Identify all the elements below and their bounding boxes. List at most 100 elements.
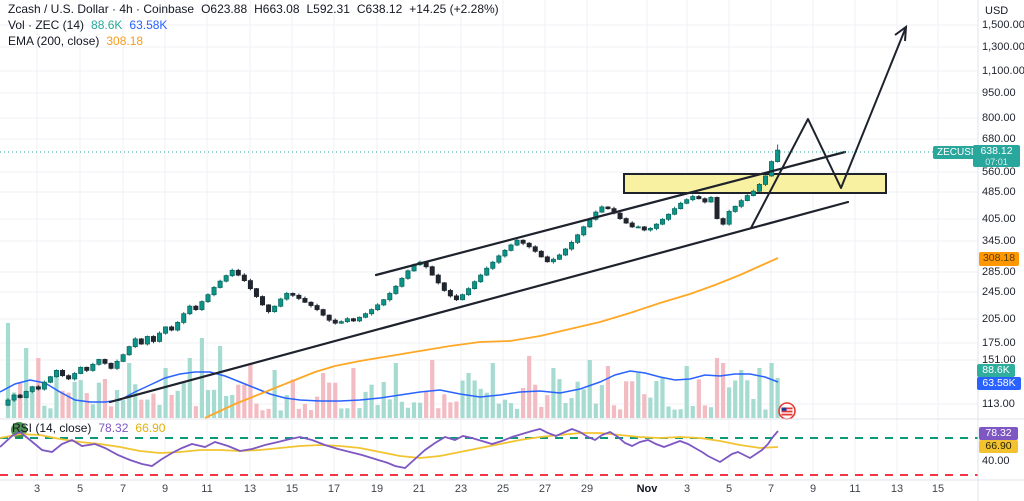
candle-body: [484, 267, 490, 276]
candle-body: [35, 386, 41, 390]
projection-zigzag-arrow[interactable]: [750, 26, 907, 229]
candle-body: [763, 175, 769, 185]
candle-body: [647, 228, 653, 231]
candle-body: [569, 241, 575, 250]
volume-bar: [272, 370, 277, 418]
time-tick-label: 3: [33, 483, 41, 495]
candle-body: [169, 326, 175, 331]
axis-currency-label[interactable]: USD: [985, 5, 1009, 17]
last-price-label: 638.12: [980, 145, 1013, 157]
candle-body: [363, 313, 369, 318]
volume-bar: [611, 405, 617, 418]
volume-bar: [624, 381, 629, 418]
volume-bar: [363, 391, 368, 418]
candle-body: [144, 336, 150, 345]
volume-legend-label[interactable]: Vol · ZEC (14): [8, 18, 85, 32]
candle-body: [490, 261, 496, 269]
volume-bar: [502, 399, 508, 418]
price-tick-label: 205.00: [982, 313, 1016, 325]
candle-body: [732, 205, 738, 212]
volume-bar: [211, 389, 217, 418]
candle-body: [205, 294, 211, 303]
volume-bar: [478, 388, 483, 418]
volume-bar: [751, 399, 756, 418]
volume-bar: [563, 403, 568, 418]
candlestick-series: [5, 144, 781, 407]
volume-bar: [139, 399, 144, 418]
flag-stripe: [781, 413, 793, 416]
volume-bar: [60, 390, 65, 418]
volume-bar: [254, 403, 259, 418]
candle-body: [629, 222, 635, 228]
time-tick-label: 3: [683, 483, 691, 495]
flag-stripe: [781, 410, 793, 413]
ohlc-change: +14.25 (+2.28%): [409, 2, 499, 16]
candle-body: [235, 269, 241, 276]
volume-bar: [508, 403, 514, 418]
candle-body: [120, 354, 126, 362]
time-tick-label: 11: [201, 483, 213, 495]
candle-body: [278, 298, 284, 307]
trendline-upper[interactable]: [374, 150, 847, 277]
volume-bar: [133, 384, 138, 418]
time-tick-label: 13: [243, 483, 257, 495]
candle-body: [211, 287, 217, 296]
candle-body: [387, 293, 393, 301]
candle-body: [187, 305, 193, 315]
volume-bar: [114, 390, 120, 418]
candle-body: [659, 218, 665, 225]
candle-body: [223, 275, 229, 282]
candle-body: [738, 200, 744, 207]
candle-body: [514, 239, 520, 246]
candle-body: [229, 269, 235, 277]
candle-body: [138, 338, 144, 345]
candle-body: [11, 394, 17, 401]
volume-bar: [539, 406, 544, 418]
volume-bar: [739, 370, 744, 418]
ema-legend-label[interactable]: EMA (200, close): [8, 34, 100, 48]
candle-body: [696, 196, 702, 200]
candle-body: [260, 296, 266, 306]
symbol-title[interactable]: Zcash / U.S. Dollar · 4h · Coinbase: [8, 2, 195, 16]
candle-body: [326, 314, 332, 321]
candle-body: [581, 226, 587, 236]
supply-zone-box[interactable]: [623, 173, 887, 194]
ema200-axis-badge: 308.18: [979, 252, 1019, 266]
volume-bar: [296, 408, 301, 418]
volume-bar: [96, 382, 101, 418]
time-axis[interactable]: 3 5 7 9 11 13 15 17 19 21 23 25 27 29 Nov 3 5 7 9 11 13 15: [0, 480, 978, 501]
volume-bar: [54, 373, 59, 418]
volume-bar: [48, 408, 53, 418]
candle-body: [78, 366, 84, 374]
rsi-ma-axis-badge: 66.90: [979, 440, 1018, 453]
volume-bar: [266, 408, 271, 418]
time-tick-label: 25: [496, 483, 510, 495]
candle-body: [181, 313, 187, 323]
volume-ma-axis-badge: 63.58K: [977, 377, 1021, 390]
volume-bar: [151, 393, 156, 418]
rsi-legend-label[interactable]: RSI (14, close): [12, 421, 92, 435]
price-tick-label: 175.00: [982, 337, 1016, 349]
price-tick-label: 950.00: [982, 87, 1016, 99]
candle-body: [344, 318, 350, 323]
time-tick-label: 7: [767, 483, 775, 495]
volume-bar: [5, 323, 11, 418]
volume-bar: [448, 402, 453, 418]
arrowhead-icon: [894, 24, 908, 42]
candle-body: [217, 280, 223, 288]
trendline-lower[interactable]: [108, 200, 850, 404]
candle-body: [193, 305, 199, 310]
bar-countdown-label: 07:01: [985, 157, 1008, 167]
volume-bar: [411, 402, 417, 418]
volume-bar: [605, 366, 611, 418]
volume-bar: [557, 379, 562, 418]
candle-body: [405, 270, 411, 279]
volume-bar: [163, 368, 168, 418]
volume-bar: [284, 395, 289, 418]
price-tick-label: 800.00: [982, 112, 1016, 124]
candle-body: [23, 391, 29, 398]
price-axis[interactable]: USD 1,500.00 1,300.00 1,100.00 950.00 800.00…: [978, 0, 1024, 501]
candle-body: [496, 255, 502, 263]
volume-bar: [521, 387, 526, 418]
